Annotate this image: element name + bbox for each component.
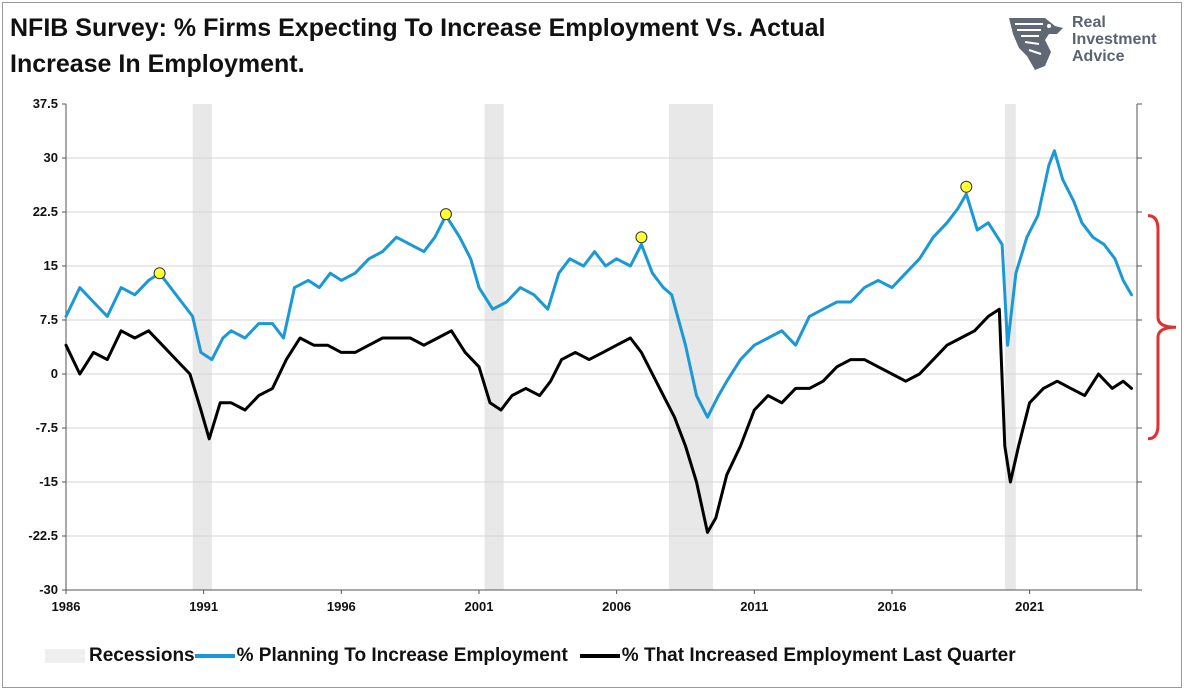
- x-tick-label: 2006: [602, 599, 631, 614]
- x-tick-label: 2001: [465, 599, 494, 614]
- legend-swatch-recessions: [45, 649, 85, 663]
- legend-label-planning: % Planning To Increase Employment: [236, 645, 568, 666]
- range-bracket: [1147, 214, 1177, 441]
- y-tick-label: 37.5: [33, 96, 58, 111]
- red-bracket: [1147, 214, 1177, 441]
- peak-markers: [153, 180, 973, 280]
- x-tick-label: 2016: [878, 599, 907, 614]
- brand-name: Real Investment Advice: [1072, 14, 1156, 65]
- x-tick-label: 2011: [740, 599, 768, 614]
- series-line-planning: [64, 149, 1133, 419]
- legend-label-recessions: Recessions: [89, 645, 195, 666]
- legend-label-increased: % That Increased Employment Last Quarter: [621, 645, 1016, 666]
- recession-shading: [192, 104, 1016, 590]
- y-tick-label: -22.5: [28, 528, 58, 543]
- x-tick-label: 1996: [327, 599, 356, 614]
- peak-marker-1: [153, 267, 166, 280]
- brand-line-2: Investment: [1072, 31, 1157, 48]
- peak-marker-3: [635, 231, 648, 244]
- title-line-2: Increase In Employment.: [10, 50, 305, 78]
- recession-band-4: [1004, 104, 1016, 590]
- series-line-increased: [64, 307, 1133, 534]
- y-tick-label: 7.5: [40, 312, 58, 327]
- y-tick-label: -7.5: [36, 420, 58, 435]
- axes: [65, 104, 1138, 591]
- y-tick-label: 15: [44, 258, 58, 273]
- y-tick-label: 22.5: [33, 204, 58, 219]
- recession-band-1: [192, 104, 212, 590]
- series-lines: [64, 149, 1133, 534]
- x-tick-label: 1991: [189, 599, 218, 614]
- legend-swatch-increased: [579, 654, 620, 658]
- gridlines: [66, 157, 1137, 537]
- y-axis-ticks: 37.5 30 22.5 15 7.5 0 -7.5 -15 -22.5 -30: [28, 96, 1142, 597]
- chart-title: NFIB Survey: % Firms Expecting To Increa…: [10, 10, 910, 82]
- recession-band-3: [668, 104, 714, 590]
- brand-line-1: Real: [1072, 14, 1106, 31]
- legend-item-recessions: Recessions: [45, 645, 195, 667]
- recession-band-2: [484, 104, 504, 590]
- y-tick-label: 30: [44, 150, 58, 165]
- chart-legend: Recessions % Planning To Increase Employ…: [45, 644, 1016, 668]
- y-tick-label: -30: [39, 582, 58, 597]
- eagle-head-icon: [1009, 18, 1063, 70]
- title-line-1: NFIB Survey: % Firms Expecting To Increa…: [10, 14, 826, 42]
- peak-marker-4: [960, 180, 973, 193]
- legend-swatch-planning: [194, 654, 235, 658]
- y-tick-label: 0: [51, 366, 58, 381]
- x-tick-label: 1986: [52, 599, 81, 614]
- legend-item-planning: % Planning To Increase Employment: [194, 645, 568, 667]
- x-tick-label: 2021: [1015, 599, 1044, 614]
- y-tick-label: -15: [39, 474, 58, 489]
- x-axis-ticks: 1986 1991 1996 2001 2006 2011 2016 2021: [52, 590, 1044, 614]
- legend-item-increased: % That Increased Employment Last Quarter: [568, 645, 1016, 667]
- brand-logo: Real Investment Advice: [1005, 12, 1175, 74]
- brand-line-3: Advice: [1072, 48, 1125, 65]
- peak-marker-2: [439, 208, 452, 221]
